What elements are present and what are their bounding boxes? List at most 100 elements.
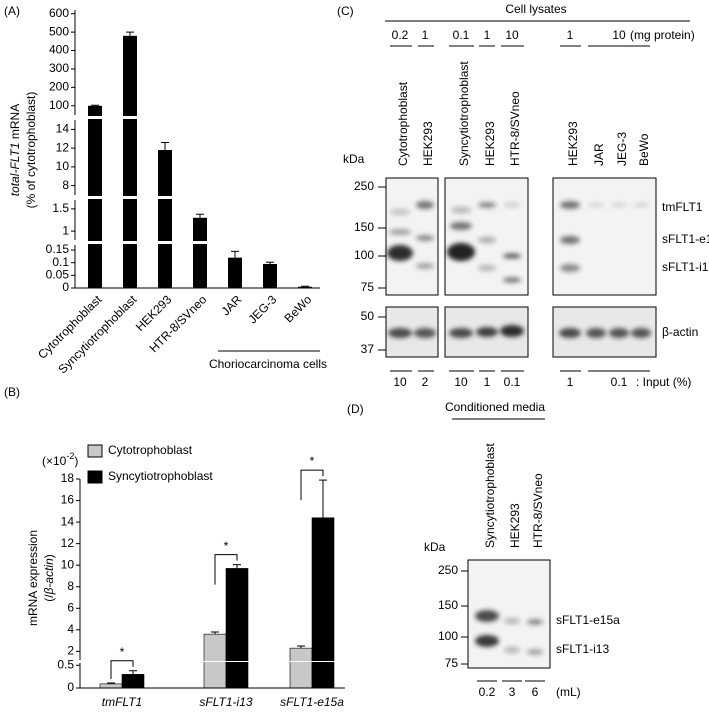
lane-label: HTR-8/SVneo: [531, 473, 545, 548]
band-label: sFLT1-i13: [556, 642, 609, 656]
lane-label: HTR-8/SVneo: [508, 91, 522, 166]
mw-label: 50: [361, 309, 375, 323]
y-tick-label: 1.5: [52, 201, 69, 215]
input-amount: 2: [422, 375, 429, 389]
y-tick-label: 14: [56, 122, 70, 136]
mw-label: 250: [354, 179, 374, 193]
legend-label: Cytotrophoblast: [108, 443, 193, 457]
y-axis-label-part: mRNA: [8, 104, 22, 139]
header: Cell lysates: [505, 2, 566, 16]
axis-break: [72, 241, 320, 244]
lane-label: HEK293: [566, 121, 580, 166]
error-bar: [107, 682, 115, 684]
band-label: tmFLT1: [662, 200, 703, 214]
error-bar: [161, 142, 169, 150]
y-tick-label: 300: [49, 61, 69, 75]
mw-label: 37: [361, 342, 375, 356]
y-tick-label: 400: [49, 43, 69, 57]
y-tick-label: 8: [67, 579, 74, 593]
error-bar: [297, 645, 305, 649]
y-tick-label: 0: [62, 280, 69, 294]
scale-label-exp: -2: [66, 451, 74, 461]
amount: 0.2: [479, 685, 496, 699]
error-bar: [211, 631, 219, 635]
y-tick-label: 8: [62, 178, 69, 192]
y-axis-label-part: (/: [42, 594, 56, 602]
mw-label: 100: [438, 629, 458, 643]
x-tick-label: sFLT1-e15a: [280, 695, 344, 709]
y-axis-label-part: ): [42, 554, 56, 558]
kda-label: kDa: [343, 152, 365, 166]
significance-bracket: [214, 554, 238, 585]
y-tick-label: 6: [67, 600, 74, 614]
bar: [228, 257, 242, 288]
y-tick-label: 500: [49, 24, 69, 38]
panel-label: (A): [4, 4, 20, 18]
error-bar: [91, 104, 99, 106]
amount: 0.2: [392, 28, 409, 42]
y-tick-label: 16: [61, 493, 75, 507]
significance-mark: *: [120, 645, 125, 659]
y-tick-label: 10: [56, 159, 70, 173]
amount: 1: [567, 28, 574, 42]
y-tick-label: 0: [67, 680, 74, 694]
y-tick-label: 0.15: [46, 242, 70, 256]
y-tick-label: 2: [67, 644, 74, 658]
amount: 10: [505, 28, 519, 42]
y-tick-label: 12: [56, 140, 70, 154]
lane-label: BeWo: [637, 133, 651, 166]
mw-label: 75: [361, 280, 375, 294]
error-bar: [129, 670, 137, 675]
unit-label: (mL): [556, 685, 581, 699]
band-label: sFLT1-e15a: [662, 232, 709, 246]
y-axis-label-part: β-actin: [42, 558, 56, 596]
input-amount: 1: [567, 375, 574, 389]
significance-mark: *: [224, 539, 229, 553]
y-axis-label: (% of cytotrophoblast): [24, 92, 38, 209]
mw-label: 250: [438, 563, 458, 577]
scale-label-part: ): [74, 454, 78, 468]
y-tick-label: 0.1: [52, 255, 69, 269]
significance-mark: *: [310, 454, 315, 468]
kda-label: kDa: [424, 540, 446, 554]
bar: [193, 217, 207, 288]
scale-label-part: (×10: [42, 454, 67, 468]
error-bar: [233, 564, 241, 569]
y-tick-label: 200: [49, 80, 69, 94]
y-tick-label: 18: [61, 471, 75, 485]
mw-label: 100: [354, 248, 374, 262]
y-tick-label: 10: [61, 557, 75, 571]
bar: [263, 263, 277, 288]
header: Conditioned media: [445, 400, 545, 414]
significance-bracket: [110, 660, 134, 679]
legend-swatch: [87, 470, 103, 484]
x-tick-label: BeWo: [282, 292, 315, 325]
bar: [298, 286, 312, 288]
panel-label: (B): [4, 385, 20, 399]
y-tick-label: 14: [61, 514, 75, 528]
x-tick-label: JEG-3: [245, 292, 279, 326]
axis-break: [72, 116, 320, 119]
legend-label: Syncytiotrophoblast: [108, 469, 213, 483]
lane-label: HEK293: [421, 121, 435, 166]
error-bar: [301, 285, 309, 287]
input-amount: 10: [393, 375, 407, 389]
blot-d-membrane: [467, 559, 551, 669]
y-tick-label: 0.5: [57, 657, 74, 671]
mw-label: 150: [354, 220, 374, 234]
amount: 1: [422, 28, 429, 42]
input-amount: 1: [484, 375, 491, 389]
lane-label: JEG-3: [615, 132, 629, 166]
x-tick-label: tmFLT1: [102, 695, 142, 709]
blot-c-membranes: [385, 177, 657, 358]
bar: [225, 568, 249, 689]
lane-label: HEK293: [483, 121, 497, 166]
band-label: β-actin: [662, 325, 698, 339]
y-tick-label: 4: [67, 622, 74, 636]
input-amount: 10: [454, 375, 468, 389]
lane-label: Syncytiotrophoblast: [457, 61, 471, 166]
scale-label: (×10-2): [42, 451, 78, 468]
input-amount: 0.1: [611, 375, 628, 389]
